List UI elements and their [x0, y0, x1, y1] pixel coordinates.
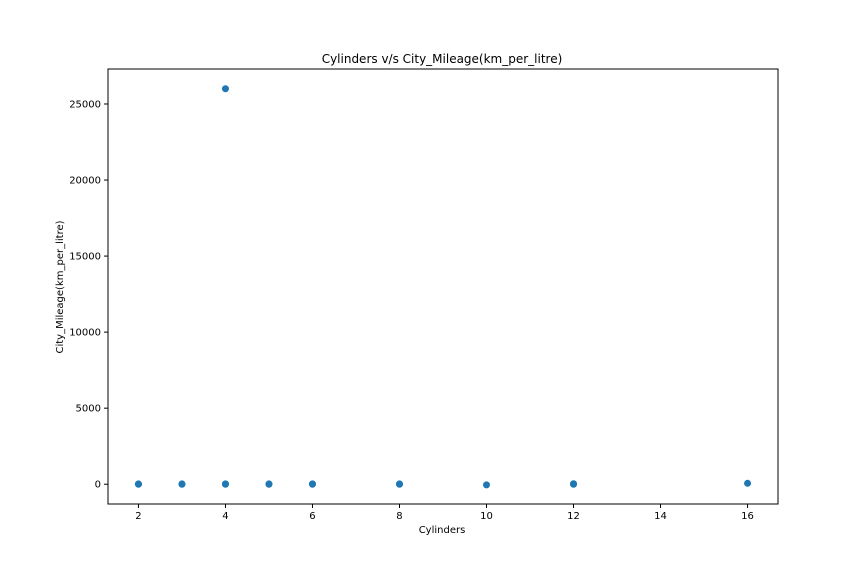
scatter-point: [221, 480, 229, 488]
y-axis-label: City_Mileage(km_per_litre): [55, 220, 66, 353]
scatter-point: [308, 480, 316, 488]
scatter-point: [570, 480, 578, 488]
x-axis-label: Cylinders: [419, 525, 466, 536]
x-tick-label: 10: [480, 511, 493, 522]
scatter-point: [395, 480, 403, 488]
y-tick-label: 10000: [69, 328, 101, 339]
y-tick-label: 15000: [69, 252, 101, 263]
scatter-point: [134, 480, 142, 488]
y-tick-label: 5000: [76, 404, 101, 415]
x-tick-label: 2: [135, 511, 141, 522]
x-axis-ticks: 2 4 6 8 10 12 14 16: [135, 504, 754, 522]
scatter-point: [483, 481, 491, 489]
x-tick-label: 4: [222, 511, 228, 522]
x-tick-label: 14: [654, 511, 667, 522]
points-layer: [134, 85, 752, 489]
scatter-point: [744, 479, 752, 487]
y-axis-ticks: 0 5000 10000 15000 20000 25000: [69, 99, 108, 491]
x-tick-label: 12: [567, 511, 580, 522]
x-tick-label: 16: [741, 511, 754, 522]
y-tick-label: 25000: [69, 99, 101, 110]
x-tick-label: 8: [396, 511, 402, 522]
scatter-point: [178, 480, 186, 488]
scatter-point: [221, 85, 229, 93]
y-tick-label: 0: [95, 480, 101, 491]
chart-title: Cylinders v/s City_Mileage(km_per_litre): [322, 52, 563, 66]
plot-frame: [107, 68, 779, 505]
scatter-point: [265, 480, 273, 488]
y-tick-label: 20000: [69, 176, 101, 187]
x-tick-label: 6: [309, 511, 315, 522]
